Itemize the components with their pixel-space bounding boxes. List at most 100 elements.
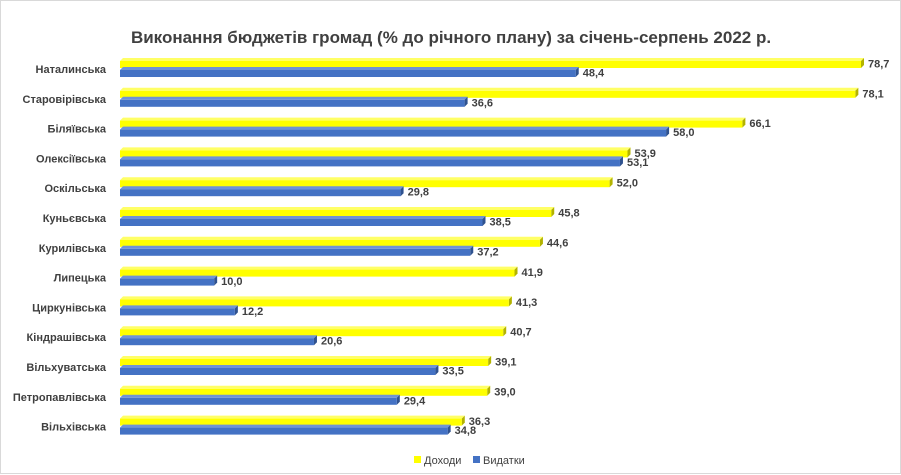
category-label: Вільхівська [41, 422, 107, 434]
expenses-bar [120, 186, 404, 197]
bar-top-face [120, 236, 543, 240]
bar-side-face [503, 326, 507, 337]
legend-swatch-expenses [473, 456, 480, 463]
category-label: Вільхуватська [26, 362, 106, 374]
bar-front-face [120, 388, 488, 396]
bar-top-face [120, 296, 512, 300]
bar-front-face [120, 129, 667, 137]
income-value-label: 53,9 [634, 148, 655, 160]
bar-side-face [461, 415, 465, 426]
bar-front-face [120, 219, 483, 226]
category-label: Петропавлівська [13, 392, 107, 404]
category-label: Циркунівська [32, 302, 107, 314]
bar-front-face [120, 308, 235, 316]
bar-side-face [488, 356, 492, 366]
bar-top-face [120, 156, 623, 160]
bar-top-face [120, 275, 218, 279]
bar-top-face [120, 67, 579, 70]
bar-front-face [120, 120, 743, 128]
expenses-value-label: 38,5 [489, 217, 510, 229]
bar-front-face [120, 338, 314, 346]
bar-top-face [120, 58, 864, 61]
bar-front-face [120, 61, 861, 68]
bar-front-face [120, 278, 215, 286]
expenses-value-label: 29,4 [404, 395, 426, 407]
expenses-bar [120, 275, 218, 286]
bar-side-face [214, 275, 218, 286]
income-value-label: 44,6 [547, 237, 568, 249]
bar-top-face [120, 266, 518, 270]
income-value-label: 78,1 [862, 88, 883, 100]
income-value-label: 39,0 [494, 386, 515, 398]
bar-front-face [120, 359, 489, 366]
category-label: Старовірівська [23, 94, 107, 106]
bar-top-face [120, 177, 613, 181]
bar-side-face [627, 147, 631, 158]
expenses-value-label: 58,0 [673, 127, 694, 139]
expenses-value-label: 37,2 [477, 246, 498, 258]
labels-layer: Наталинська 78,7 48,4 Старовірівська 78,1 36,… [13, 59, 890, 438]
legend: Доходи Видатки [414, 455, 525, 467]
expenses-value-label: 34,8 [455, 425, 476, 437]
category-label: Біляївська [48, 124, 107, 136]
income-bar [120, 266, 518, 277]
bar-side-face [482, 216, 486, 226]
expenses-bar [120, 156, 623, 167]
expenses-value-label: 53,1 [627, 157, 648, 169]
bar-front-face [120, 269, 515, 277]
expenses-value-label: 36,6 [472, 97, 493, 109]
bar-top-face [120, 147, 631, 151]
expenses-bar [120, 245, 474, 256]
bar-top-face [120, 117, 746, 121]
expenses-value-label: 48,4 [583, 68, 605, 80]
chart-title: Виконання бюджетів громад (% до річного … [131, 28, 771, 47]
bar-top-face [120, 207, 555, 210]
bar-side-face [666, 126, 670, 137]
bar-front-face [120, 427, 448, 435]
income-bar [120, 296, 512, 307]
bar-front-face [120, 90, 856, 98]
bar-side-face [551, 207, 555, 217]
income-value-label: 66,1 [749, 118, 770, 130]
bar-side-face [619, 156, 623, 167]
income-value-label: 78,7 [868, 59, 889, 71]
bar-side-face [855, 87, 859, 98]
bar-top-face [120, 186, 404, 190]
income-bar [120, 236, 543, 247]
income-bar [120, 58, 864, 68]
bar-top-face [120, 365, 439, 368]
category-label: Куньєвська [43, 213, 107, 225]
bar-top-face [120, 394, 400, 398]
bar-top-face [120, 96, 468, 100]
bar-top-face [120, 87, 859, 91]
bar-side-face [487, 385, 491, 396]
bar-front-face [120, 180, 610, 188]
income-bar [120, 147, 631, 158]
expenses-bar [120, 67, 579, 77]
legend-label-expenses: Видатки [483, 455, 525, 467]
income-value-label: 45,8 [558, 208, 579, 220]
income-bar [120, 385, 491, 396]
category-label: Наталинська [36, 64, 107, 76]
bar-top-face [120, 424, 451, 428]
bar-side-face [400, 186, 404, 197]
legend-swatch-income [414, 456, 421, 463]
bar-side-face [447, 424, 451, 435]
income-bar [120, 117, 746, 128]
category-label: Олексіївська [36, 153, 107, 165]
income-bar [120, 326, 507, 337]
bar-front-face [120, 189, 401, 197]
expenses-bar [120, 216, 486, 226]
income-value-label: 39,1 [495, 357, 516, 369]
income-bar [120, 87, 859, 98]
expenses-bar [120, 365, 439, 375]
expenses-bar [120, 126, 670, 137]
bar-front-face [120, 397, 397, 405]
bars-layer [120, 58, 864, 435]
bar-side-face [470, 245, 474, 256]
bar-side-face [514, 266, 518, 277]
category-label: Курилівська [39, 243, 107, 255]
bar-side-face [435, 365, 439, 375]
